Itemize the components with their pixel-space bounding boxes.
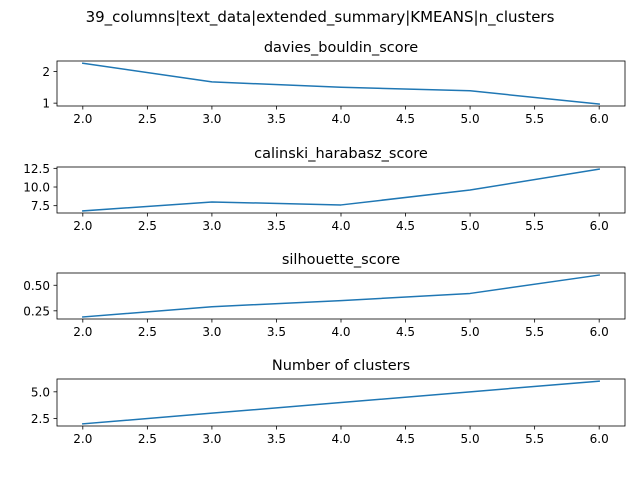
x-tick-label: 2.0 — [73, 219, 92, 233]
y-tick-label: 10.0 — [23, 181, 50, 195]
x-tick-label: 4.0 — [331, 112, 350, 126]
x-tick-label: 6.0 — [590, 219, 609, 233]
y-tick-label: 0.50 — [23, 279, 50, 293]
y-tick-label: 12.5 — [23, 162, 50, 176]
x-tick-label: 6.0 — [590, 432, 609, 446]
x-tick-label: 4.5 — [396, 112, 415, 126]
x-tick-label: 5.5 — [525, 112, 544, 126]
x-tick-label: 5.5 — [525, 325, 544, 339]
x-tick-label: 3.5 — [267, 112, 286, 126]
x-tick-label: 4.5 — [396, 219, 415, 233]
x-tick-label: 2.5 — [138, 219, 157, 233]
y-tick-label: 7.5 — [31, 199, 50, 213]
subplot-title: Number of clusters — [272, 358, 410, 374]
x-tick-label: 5.0 — [461, 325, 480, 339]
y-tick-label: 2 — [42, 65, 50, 79]
x-tick-label: 5.0 — [461, 112, 480, 126]
x-tick-label: 6.0 — [590, 112, 609, 126]
x-tick-label: 2.5 — [138, 112, 157, 126]
x-tick-label: 4.0 — [331, 432, 350, 446]
x-tick-label: 2.0 — [73, 112, 92, 126]
y-tick-label: 1 — [42, 97, 50, 111]
x-tick-label: 5.5 — [525, 432, 544, 446]
subplots: davies_bouldin_score 2.0 2.5 3.0 3.5 4.0 4.5 5.… — [23, 40, 626, 446]
x-tick-label: 4.0 — [331, 219, 350, 233]
x-tick-label: 5.0 — [461, 432, 480, 446]
x-tick-label: 2.5 — [138, 432, 157, 446]
subplot-title: silhouette_score — [282, 252, 400, 268]
x-tick-label: 5.0 — [461, 219, 480, 233]
x-tick-label: 5.5 — [525, 219, 544, 233]
x-tick-label: 3.0 — [202, 432, 221, 446]
subplot-title: davies_bouldin_score — [264, 40, 418, 56]
x-tick-label: 2.5 — [138, 325, 157, 339]
x-tick-label: 4.0 — [331, 325, 350, 339]
x-tick-label: 3.5 — [267, 432, 286, 446]
subplot-1: davies_bouldin_score 2.0 2.5 3.0 3.5 4.0 4.5 5.… — [42, 40, 626, 126]
subplot-title: calinski_harabasz_score — [254, 146, 428, 162]
figure-suptitle: 39_columns|text_data|extended_summary|KM… — [86, 8, 555, 27]
x-tick-label: 4.5 — [396, 432, 415, 446]
x-tick-label: 3.0 — [202, 112, 221, 126]
x-tick-label: 2.0 — [73, 325, 92, 339]
y-tick-label: 2.5 — [31, 412, 50, 426]
subplot-2: calinski_harabasz_score 2.0 2.5 3.0 3.5 4.0 4.… — [23, 146, 626, 233]
x-tick-label: 4.5 — [396, 325, 415, 339]
x-tick-label: 3.5 — [267, 325, 286, 339]
x-tick-label: 2.0 — [73, 432, 92, 446]
y-tick-label: 0.25 — [23, 304, 50, 318]
subplot-4: Number of clusters 2.0 2.5 3.0 3.5 4.0 4.5 5.0 5… — [31, 358, 626, 446]
x-tick-label: 6.0 — [590, 325, 609, 339]
x-tick-label: 3.5 — [267, 219, 286, 233]
subplot-3: silhouette_score 2.0 2.5 3.0 3.5 4.0 4.5 5.0 5.5… — [23, 252, 626, 339]
x-tick-label: 3.0 — [202, 219, 221, 233]
x-tick-label: 3.0 — [202, 325, 221, 339]
y-tick-label: 5.0 — [31, 385, 50, 399]
